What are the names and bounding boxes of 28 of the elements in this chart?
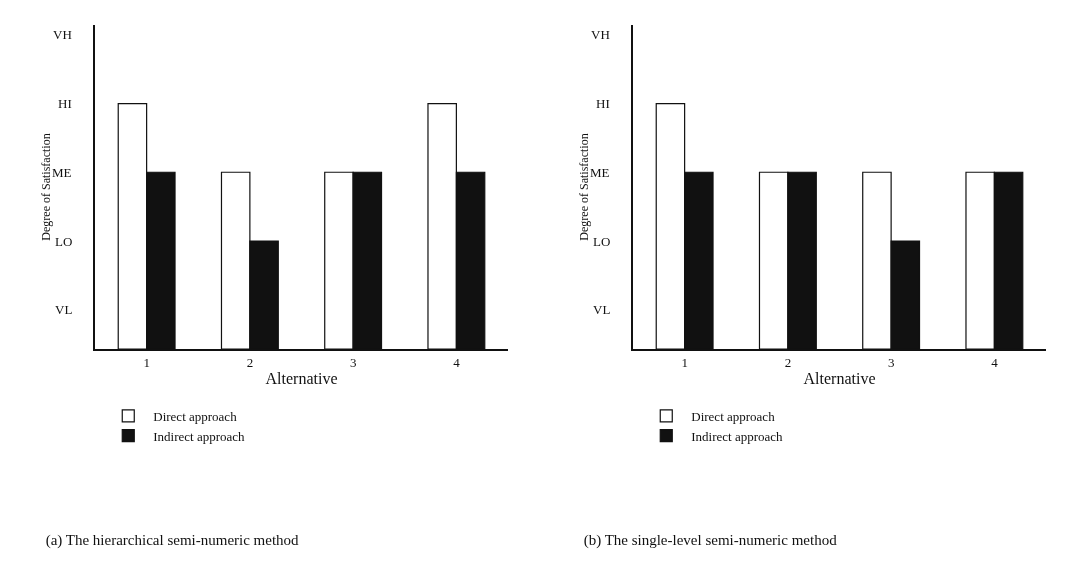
text: HI	[596, 96, 610, 111]
legend-label: Indirect approach	[153, 428, 246, 444]
text: VH	[591, 27, 610, 42]
legend-label: Direct approach	[691, 408, 776, 424]
x-tick-label: 1	[143, 354, 150, 370]
x-tick-label: 3	[349, 354, 357, 370]
y-axis-title: Degree of Satisfaction	[576, 133, 591, 241]
x-tick-label: 2	[246, 354, 254, 370]
text: ME	[52, 165, 72, 180]
x-tick-label: 2	[784, 354, 792, 370]
text: LO	[55, 234, 73, 249]
text: LO	[593, 234, 611, 249]
text: VL	[55, 302, 73, 317]
text: VL	[593, 302, 611, 317]
x-tick-label: 3	[887, 354, 895, 370]
x-axis-title: Alternative	[265, 369, 338, 387]
x-tick-label: 4	[991, 354, 999, 370]
x-tick-label: 4	[453, 354, 461, 370]
text: ME	[590, 165, 610, 180]
text: VH	[53, 27, 72, 42]
x-tick-label: 1	[681, 354, 688, 370]
legend-label: Indirect approach	[691, 428, 784, 444]
text: (b) The single-level semi-numeric method	[583, 532, 838, 550]
text: (a) The hierarchical semi-numeric method	[45, 532, 300, 550]
legend-label: Direct approach	[153, 408, 238, 424]
y-axis-title: Degree of Satisfaction	[38, 133, 53, 241]
text: HI	[58, 96, 72, 111]
x-axis-title: Alternative	[803, 369, 876, 387]
